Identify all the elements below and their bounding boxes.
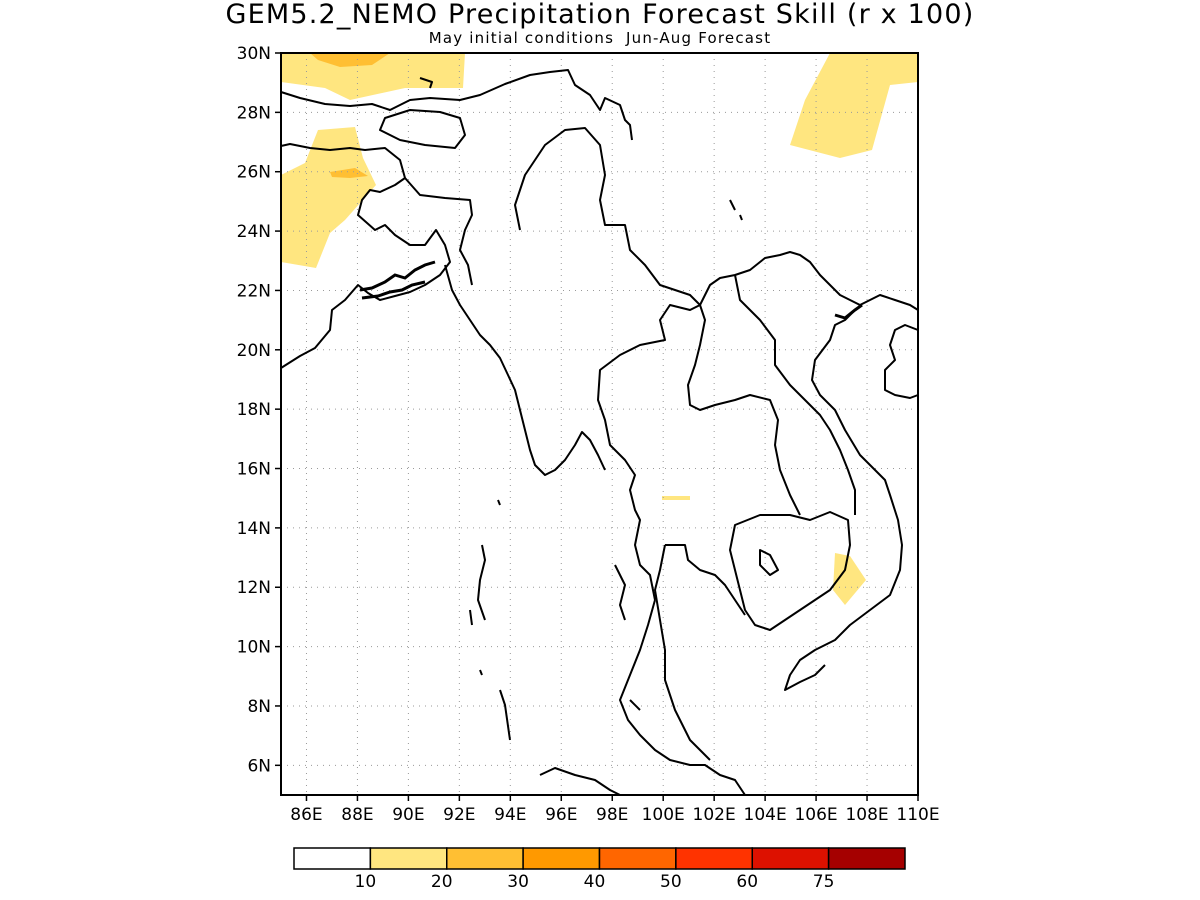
legend-label: 20	[431, 872, 453, 892]
coastline-sumatra	[539, 767, 621, 796]
border-laos-vietnam	[734, 274, 856, 515]
coastline-myanmar-west	[444, 264, 606, 476]
skill-region-north-west-core	[310, 53, 390, 67]
lon-label: 110E	[896, 805, 939, 825]
border-laos-thailand	[687, 304, 801, 516]
border-himalaya	[280, 69, 633, 141]
lon-label: 92E	[443, 805, 475, 825]
legend-label: 60	[736, 872, 758, 892]
delta-detail	[359, 260, 863, 320]
map-frame	[280, 52, 919, 796]
lon-label: 90E	[392, 805, 424, 825]
lat-label: 16N	[237, 460, 271, 480]
lat-label: 8N	[247, 697, 271, 717]
legend-label: 10	[355, 872, 377, 892]
skill-region-north-west	[281, 53, 465, 100]
axis-ticks	[275, 52, 919, 801]
color-legend: 10 20 30 40 50 60 75	[293, 847, 906, 892]
hainan-details	[419, 77, 743, 221]
coastline-malay-west	[654, 544, 711, 761]
lat-label: 6N	[247, 756, 271, 776]
coastline-vietnam	[784, 309, 903, 691]
skill-region-west-core	[330, 168, 368, 178]
coastlines-and-borders	[280, 69, 919, 796]
lon-label: 94E	[494, 805, 526, 825]
legend-label: 30	[507, 872, 529, 892]
legend-swatch	[446, 847, 524, 870]
latitude-labels: 6N 8N 10N 12N 14N 16N 18N 20N 22N 24N 26N 28N 30N	[237, 44, 271, 776]
legend-swatch	[522, 847, 601, 870]
legend-label: 75	[813, 872, 835, 892]
skill-region-north-east	[790, 53, 918, 158]
lon-label: 104E	[744, 805, 787, 825]
lon-label: 88E	[341, 805, 373, 825]
lat-label: 18N	[237, 400, 271, 420]
lat-label: 24N	[237, 222, 271, 242]
lon-label: 96E	[545, 805, 577, 825]
lon-label: 98E	[596, 805, 628, 825]
legend-label: 40	[584, 872, 606, 892]
legend-swatch	[675, 847, 753, 870]
coastline-west	[280, 143, 451, 369]
border-bangladesh-myanmar	[404, 177, 473, 286]
lat-label: 20N	[237, 341, 271, 361]
legend-swatch	[293, 847, 372, 870]
lat-label: 28N	[237, 103, 271, 123]
lat-label: 30N	[237, 44, 271, 64]
legend-swatch	[369, 847, 448, 870]
lon-label: 100E	[642, 805, 685, 825]
lon-label: 106E	[794, 805, 837, 825]
skill-region-mid	[662, 496, 690, 500]
border-china-south	[699, 251, 919, 311]
legend-swatch	[751, 847, 830, 870]
lat-label: 12N	[237, 578, 271, 598]
border-cambodia	[729, 511, 851, 631]
skill-region-west	[281, 127, 376, 268]
coastline-tonkin	[884, 324, 919, 399]
coastline-malay-peninsula	[619, 599, 746, 796]
longitude-labels: 86E 88E 90E 92E 94E 96E 98E 100E 102E 104E 106E 108…	[290, 805, 939, 825]
skill-region-south-east	[833, 553, 866, 605]
legend-swatch	[827, 847, 906, 870]
lat-label: 14N	[237, 519, 271, 539]
coastline-gulf-of-thailand	[665, 544, 746, 616]
mergui-archipelago	[614, 564, 641, 711]
border-myanmar-east	[514, 127, 701, 601]
andaman-islands	[469, 499, 511, 741]
lat-label: 26N	[237, 163, 271, 183]
border-bhutan	[379, 109, 466, 149]
lake-tonle-sap	[759, 549, 779, 576]
lon-label: 102E	[693, 805, 736, 825]
chart-title: GEM5.2_NEMO Precipitation Forecast Skill…	[225, 0, 975, 30]
skill-shading	[281, 53, 918, 605]
grid-lines	[281, 53, 918, 795]
lat-label: 22N	[237, 281, 271, 301]
lat-label: 10N	[237, 638, 271, 658]
chart-subtitle: May initial conditions Jun-Aug Forecast	[428, 29, 772, 47]
lon-label: 86E	[290, 805, 322, 825]
lon-label: 108E	[845, 805, 888, 825]
legend-swatch	[598, 847, 677, 870]
legend-label: 50	[660, 872, 682, 892]
